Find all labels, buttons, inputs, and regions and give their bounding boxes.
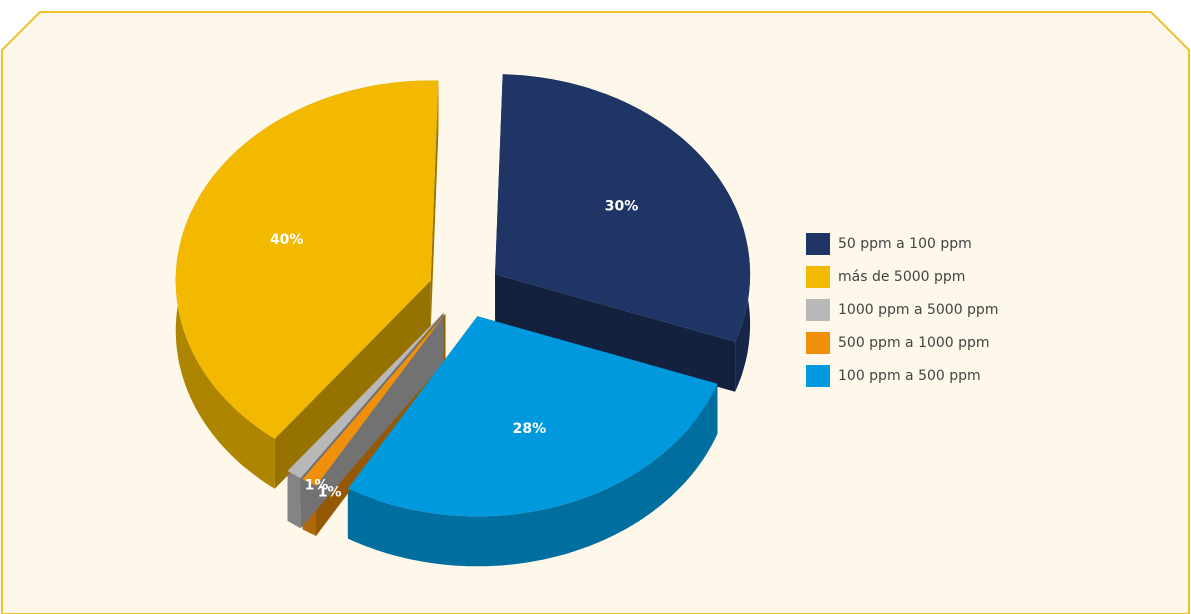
legend-label: 500 ppm a 1000 ppm — [838, 335, 990, 351]
legend-swatch — [806, 365, 830, 387]
data-label: 28% — [513, 421, 547, 437]
legend-label: 100 ppm a 500 ppm — [838, 368, 981, 384]
legend-swatch — [806, 266, 830, 288]
slice-side — [347, 383, 718, 567]
data-label: 30% — [605, 199, 639, 215]
slice — [495, 74, 751, 342]
slice-wall — [430, 80, 439, 331]
slice — [175, 80, 439, 439]
slice-tops — [175, 74, 751, 517]
legend-swatch — [806, 299, 830, 321]
legend: 50 ppm a 100 ppm más de 5000 ppm 1000 ppm … — [806, 233, 998, 387]
slice-wall — [274, 280, 431, 489]
slice — [347, 316, 718, 517]
legend-label: 1000 ppm a 5000 ppm — [838, 302, 998, 318]
slice-wall — [495, 274, 736, 392]
data-label: 40% — [270, 232, 304, 248]
slice-side — [287, 470, 301, 529]
legend-swatch — [806, 233, 830, 255]
data-label: 1% — [318, 484, 342, 500]
legend-label: más de 5000 ppm — [838, 269, 965, 285]
slice — [302, 313, 446, 486]
legend-label: 50 ppm a 100 ppm — [838, 236, 972, 252]
data-label: 1% — [305, 477, 329, 493]
slice-labels: 30% 28% 1%1% 40% — [270, 199, 638, 501]
slice — [287, 312, 444, 479]
legend-swatch — [806, 332, 830, 354]
